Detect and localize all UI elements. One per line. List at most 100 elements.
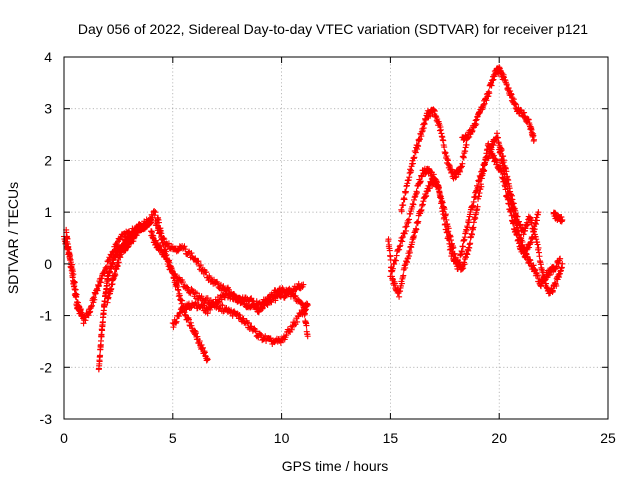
data-point [459,248,466,255]
data-point [396,246,403,253]
series-track-b6 [550,209,566,225]
data-point [163,251,170,258]
data-point [465,134,472,141]
data-point [152,209,159,216]
data-point [387,273,394,280]
data-point [188,250,195,257]
data-point [534,272,541,279]
data-point [185,316,192,323]
data-point [182,246,189,253]
data-point [88,302,95,309]
y-tick-label: -3 [40,411,53,427]
data-point [181,243,188,250]
data-point [300,281,307,288]
data-point [112,272,119,279]
data-point [481,167,488,174]
data-point [410,201,417,208]
data-point [472,122,479,129]
x-tick-label: 25 [600,430,616,446]
series-track-b5 [496,146,542,259]
data-point [179,297,186,304]
data-point [559,260,566,267]
data-point [459,160,466,167]
data-point [514,222,521,229]
data-point [187,319,194,326]
data-point [220,283,227,290]
data-point [245,320,252,327]
data-point [417,178,424,185]
data-point [478,183,485,190]
data-point [461,261,468,268]
data-point [300,303,307,310]
data-point [490,142,497,149]
x-tick-label: 10 [274,430,290,446]
x-tick-label: 20 [491,430,507,446]
data-point [482,157,489,164]
data-point [463,141,470,148]
data-point [239,297,246,304]
data-point [469,127,476,134]
data-point [166,257,173,264]
axes-layer: 0 5 10 15 20 25 -3 -2 -1 0 1 2 3 4 [40,49,616,446]
data-point [533,217,540,224]
data-point [73,294,80,301]
data-point [236,312,243,319]
series-track-a4 [104,217,155,306]
data-point [535,209,542,216]
data-point [170,324,177,331]
data-point [114,262,121,269]
data-point [295,280,302,287]
y-tick-label: -2 [40,359,53,375]
data-point [234,298,241,305]
data-point [441,206,448,213]
data-point [486,90,493,97]
y-tick-label: 4 [44,49,52,65]
data-point [91,296,98,303]
y-tick-label: 0 [44,256,52,272]
data-point [218,296,225,303]
data-point [184,315,191,322]
data-point [219,302,226,309]
data-point [406,216,413,223]
y-tick-label: 3 [44,101,52,117]
data-point [259,305,266,312]
data-point [415,143,422,150]
data-point [401,196,408,203]
data-point [102,264,109,271]
data-point [115,259,122,266]
data-point [85,312,92,319]
data-point [400,202,407,209]
data-point [397,242,404,249]
data-point [396,293,403,300]
data-point [444,229,451,236]
data-point [497,150,504,157]
data-point [162,248,169,255]
data-point [78,312,85,319]
data-point [397,237,404,244]
series-track-a8 [169,289,311,340]
data-point [483,97,490,104]
data-point [445,225,452,232]
data-point [406,249,413,256]
data-point [415,218,422,225]
data-point [71,286,78,293]
series-track-b3 [398,106,470,215]
data-point [464,224,471,231]
data-point [101,298,108,305]
data-point [450,244,457,251]
data-point [176,313,183,320]
data-point [546,271,553,278]
data-point [165,258,172,265]
data-point [405,219,412,226]
data-point [467,240,474,247]
data-point [179,279,186,286]
data-point [388,268,395,275]
data-point [228,291,235,298]
data-point [204,356,211,363]
data-point [251,325,258,332]
data-point [442,211,449,218]
data-point [469,231,475,238]
data-point [151,207,158,214]
